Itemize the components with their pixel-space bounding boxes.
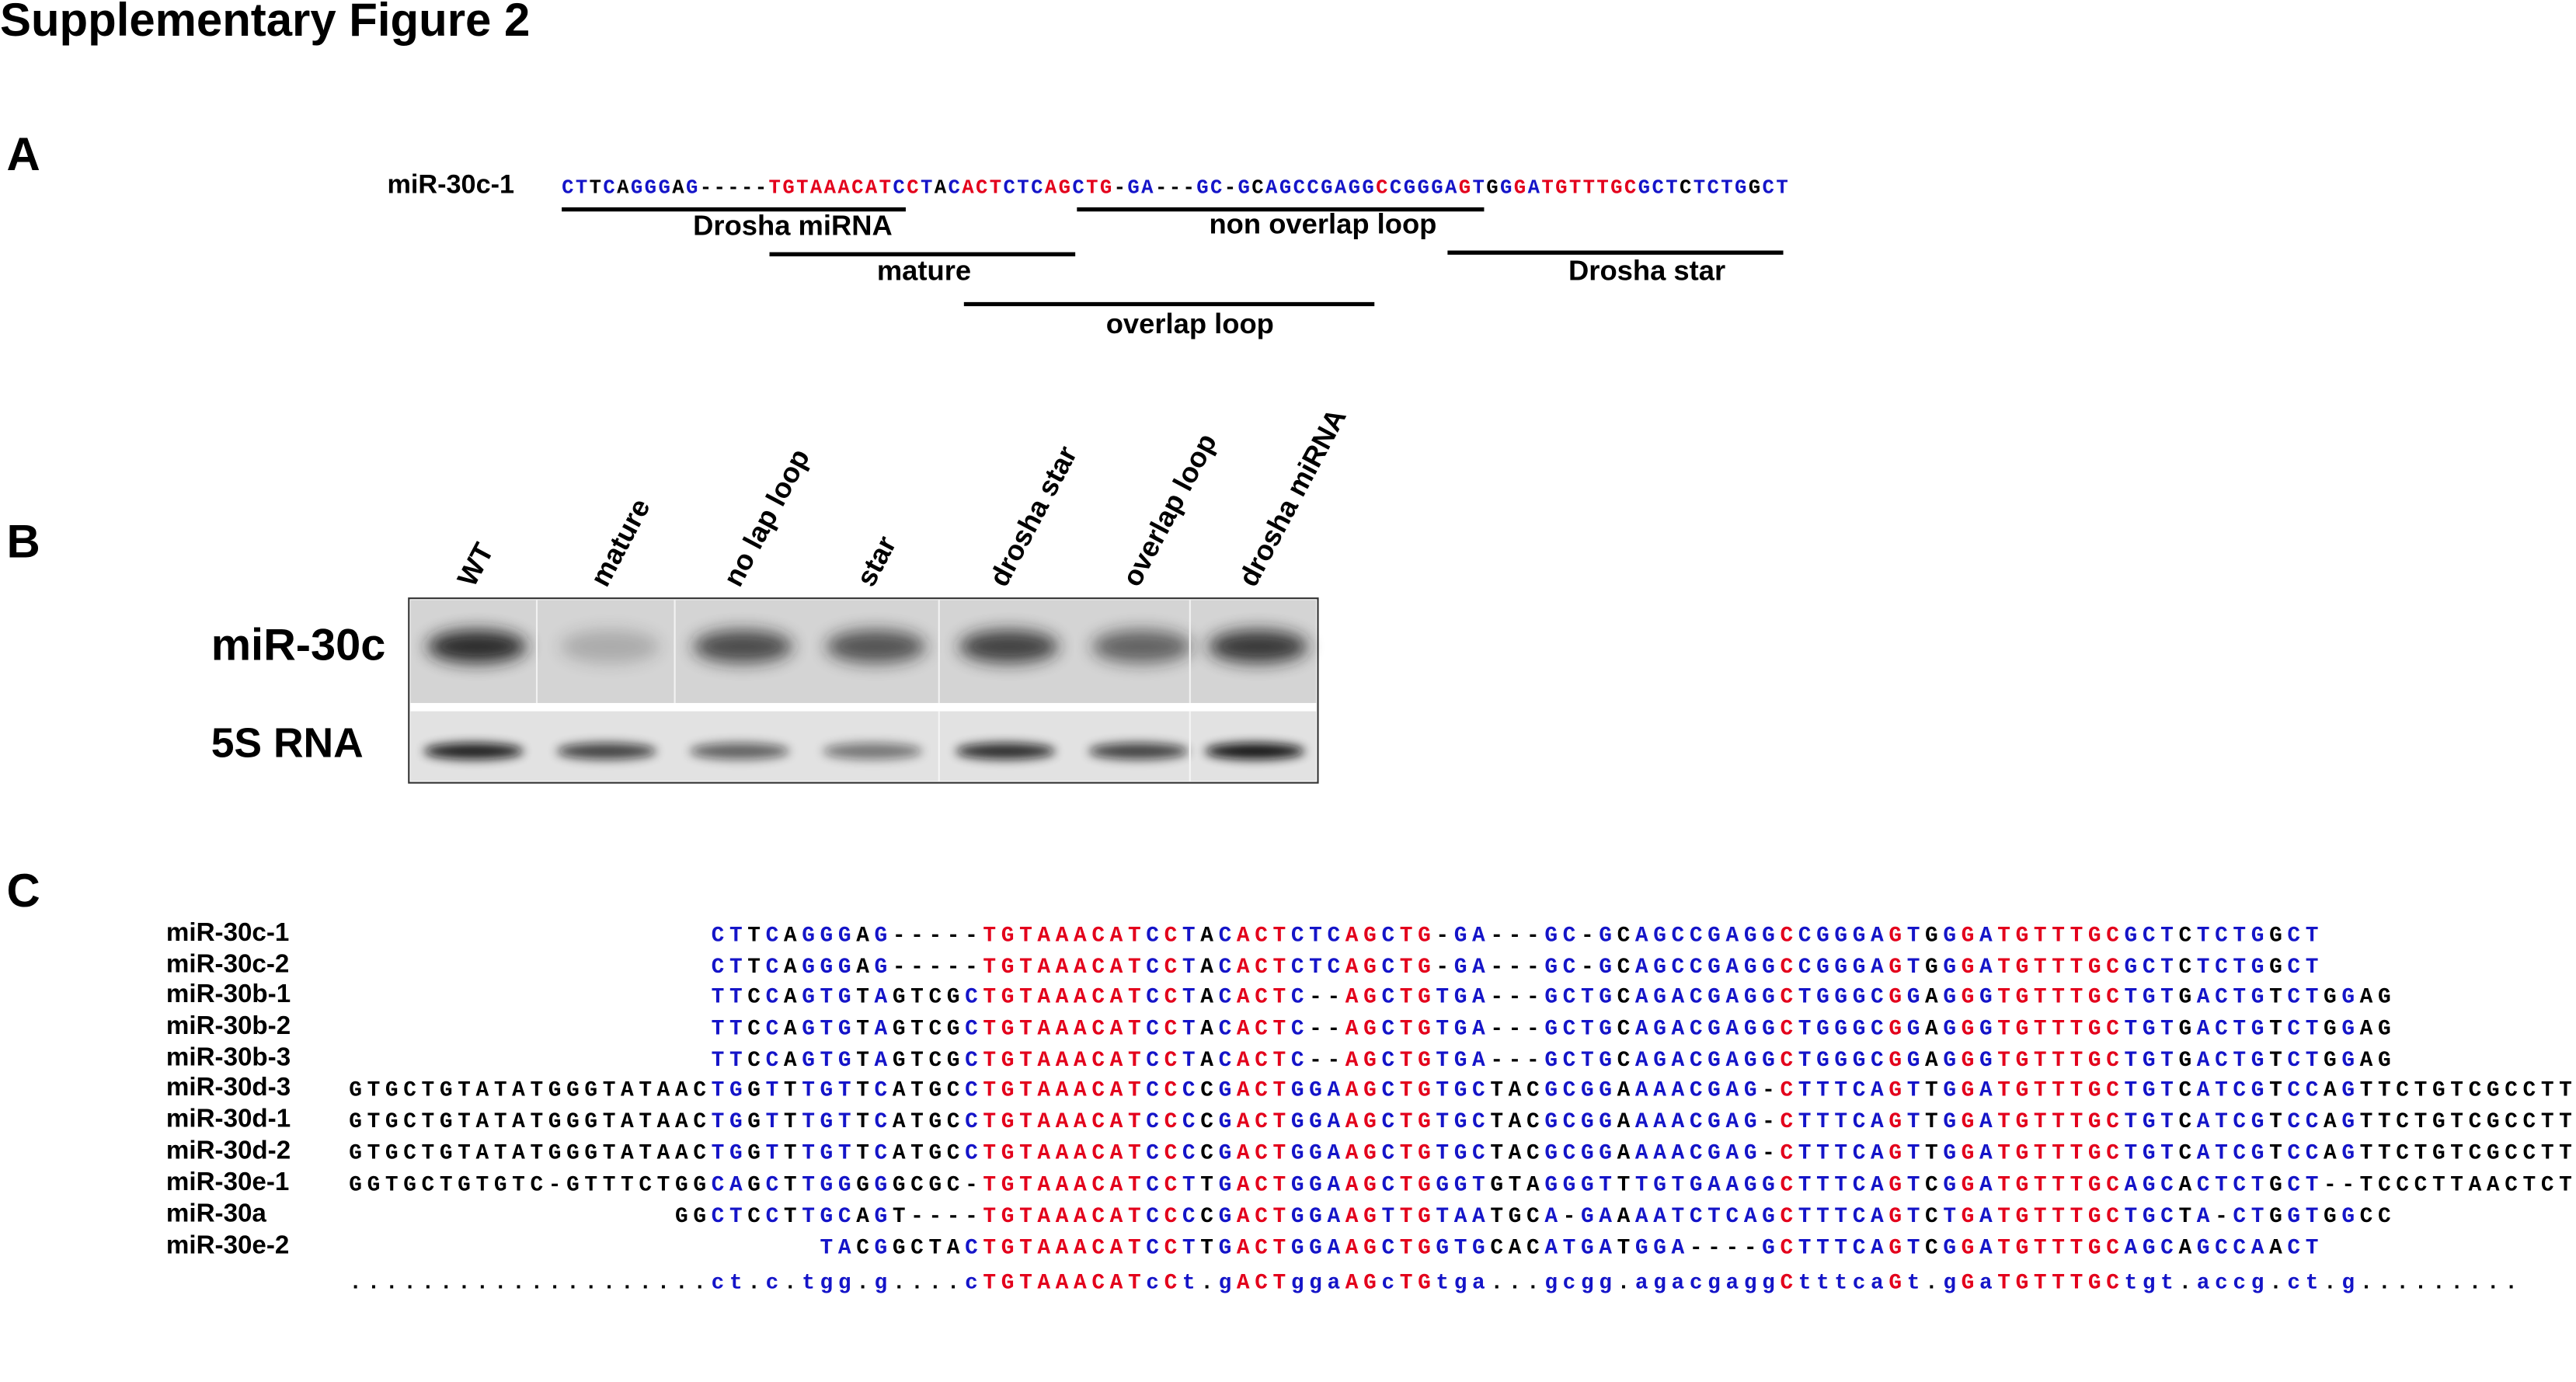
region-label: Drosha miRNA xyxy=(693,210,893,242)
region-label: Drosha star xyxy=(1568,254,1725,286)
blot-row-label: 5S RNA xyxy=(211,721,364,767)
lane-label: overlap loop xyxy=(1116,428,1223,591)
band xyxy=(959,629,1059,663)
sequence-name: miR-30d-2 xyxy=(166,1136,291,1164)
sequence-name: miR-30c-1 xyxy=(166,918,289,947)
sequence-name: miR-30a xyxy=(166,1199,267,1228)
sequence-name: miR-30e-1 xyxy=(166,1168,289,1196)
panel-label: B xyxy=(7,516,40,568)
band xyxy=(426,629,527,663)
figure-title: Supplementary Figure 2 xyxy=(0,0,530,46)
panel-label: C xyxy=(7,865,40,917)
lane-label: star xyxy=(850,531,903,591)
band xyxy=(556,743,657,760)
band xyxy=(559,629,660,663)
band xyxy=(423,743,524,760)
sequence-name: miR-30c-2 xyxy=(166,950,289,979)
blot-row-label: miR-30c xyxy=(211,621,386,670)
sequence-name: miR-30c-1 xyxy=(387,170,514,200)
band xyxy=(822,743,923,760)
sequence-name: miR-30b-2 xyxy=(166,1011,291,1040)
sequence-name: miR-30b-1 xyxy=(166,980,291,1008)
region-label: overlap loop xyxy=(1106,308,1274,339)
band xyxy=(1205,743,1305,760)
region-label: mature xyxy=(877,254,971,286)
sequence-name: miR-30d-1 xyxy=(166,1105,291,1133)
lane-label: drosha star xyxy=(983,440,1083,591)
sequence-name: miR-30b-3 xyxy=(166,1043,291,1072)
band xyxy=(1091,629,1192,663)
band xyxy=(1208,629,1308,663)
lane-label: drosha miRNA xyxy=(1232,403,1352,591)
band xyxy=(689,743,790,760)
band xyxy=(956,743,1056,760)
band xyxy=(693,629,793,663)
panel-label: A xyxy=(7,128,40,180)
sequence-name: miR-30d-3 xyxy=(166,1073,291,1102)
band xyxy=(826,629,926,663)
lane-label: mature xyxy=(584,493,656,591)
lane-label: no lap loop xyxy=(717,444,816,591)
sequence-name: miR-30e-2 xyxy=(166,1231,289,1259)
lane-label: WT xyxy=(451,538,500,591)
blot-image xyxy=(408,597,1319,784)
region-label: non overlap loop xyxy=(1209,208,1436,240)
band xyxy=(1088,743,1189,760)
